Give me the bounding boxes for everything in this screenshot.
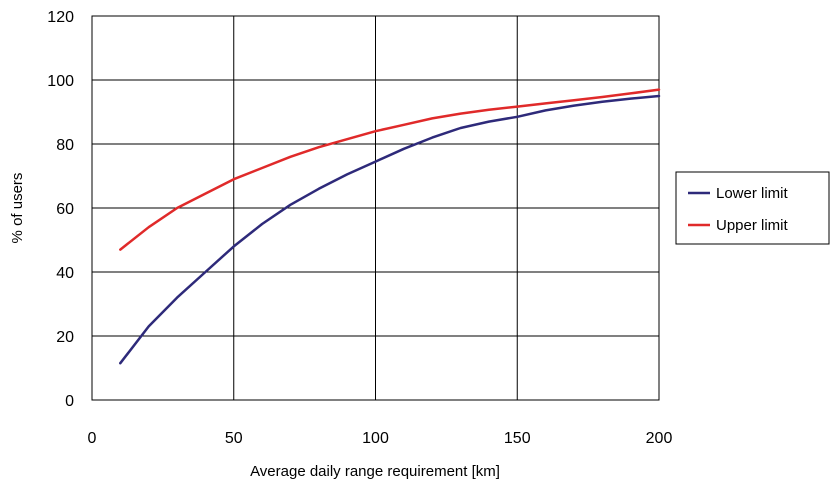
- y-axis-ticks: 0 20 40 60 80 100 120: [47, 9, 74, 410]
- series-line-lower-limit: [119, 94, 661, 365]
- x-tick-label: 50: [225, 430, 243, 447]
- y-tick-label: 120: [47, 9, 74, 26]
- gridlines: [91, 15, 660, 401]
- y-tick-label: 20: [56, 329, 74, 346]
- series-line-upper-limit: [119, 88, 661, 251]
- x-tick-label: 100: [362, 430, 389, 447]
- y-tick-label: 40: [56, 265, 74, 282]
- x-axis-label: Average daily range requirement [km]: [250, 463, 500, 480]
- x-tick-label: 0: [88, 430, 97, 447]
- series-lines: [119, 88, 661, 365]
- legend-box: [675, 171, 830, 245]
- legend: Lower limit Upper limit: [675, 171, 830, 245]
- y-tick-label: 80: [56, 137, 74, 154]
- y-tick-label: 100: [47, 73, 74, 90]
- y-axis-label: % of users: [9, 173, 26, 244]
- y-tick-label: 0: [65, 393, 74, 410]
- legend-label-upper-limit: Upper limit: [716, 217, 789, 234]
- legend-label-lower-limit: Lower limit: [716, 185, 789, 202]
- y-tick-label: 60: [56, 201, 74, 218]
- x-tick-label: 200: [646, 430, 673, 447]
- x-axis-ticks: 0 50 100 150 200: [88, 430, 673, 447]
- x-tick-label: 150: [504, 430, 531, 447]
